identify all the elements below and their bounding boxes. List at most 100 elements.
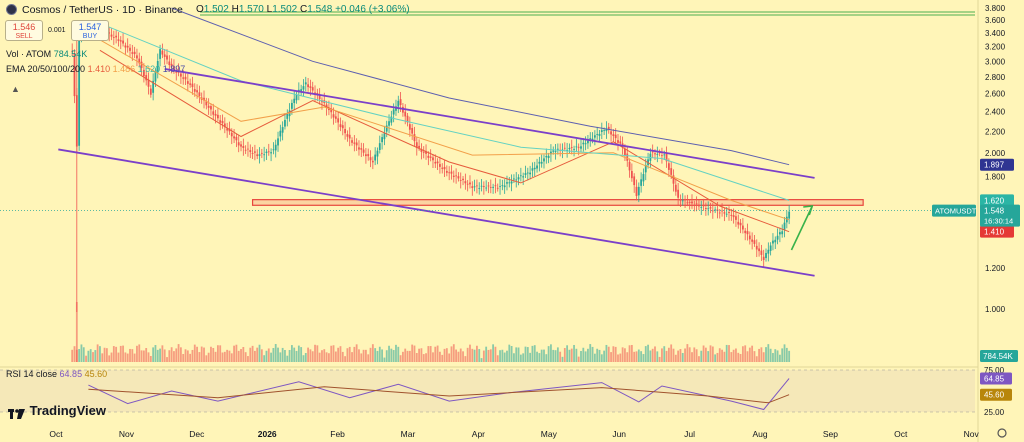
volume-bar [105, 348, 108, 362]
volume-bar [170, 347, 173, 362]
volume-bar [732, 349, 735, 362]
candle-body [182, 77, 185, 79]
candle-body [110, 34, 113, 37]
volume-bar [383, 357, 386, 362]
candle-body [515, 179, 518, 181]
volume-bar [482, 350, 485, 362]
volume-legend[interactable]: Vol · ATOM 784.54K [6, 49, 87, 59]
candle-body [351, 140, 353, 143]
candle-body [570, 147, 573, 148]
volume-bar [166, 357, 168, 362]
candle-body [524, 173, 527, 175]
candle-body [630, 170, 633, 179]
x-tick-label: Sep [823, 429, 838, 439]
volume-bar [429, 346, 432, 362]
channel-upper-line [164, 68, 815, 179]
candle-body [522, 176, 525, 178]
volume-bar [489, 349, 492, 362]
volume-bar [119, 345, 122, 362]
volume-bar [251, 345, 254, 362]
candle-body [554, 151, 557, 153]
volume-bar [700, 350, 703, 362]
candle-body [704, 208, 707, 210]
symbol-title[interactable]: Cosmos / TetherUS · 1D · Binance [22, 4, 183, 16]
x-tick-label: Dec [189, 429, 205, 439]
ema-label: EMA 20/50/100/200 [6, 64, 86, 74]
candle-body [476, 185, 478, 187]
candle-body [748, 235, 751, 240]
volume-bar [115, 346, 118, 362]
candle-body [739, 222, 742, 226]
candle-body [265, 151, 268, 153]
volume-bar [89, 349, 92, 362]
volume-bar [230, 353, 233, 362]
candle-body [367, 154, 370, 157]
candle-body [147, 79, 150, 87]
candle-body [383, 133, 386, 140]
volume-bar [637, 349, 640, 362]
ohlc-open-label: O [196, 4, 204, 15]
ema20-value: 1.410 [87, 64, 111, 74]
candle-body [189, 83, 192, 85]
symbol-tag: ATOMUSDT [935, 207, 977, 216]
volume-bar [145, 348, 148, 362]
rsi-legend[interactable]: RSI 14 close 64.85 45.60 [6, 369, 107, 379]
candle-body [334, 116, 337, 119]
volume-tag: 784.54K [983, 352, 1013, 361]
volume-bar [476, 345, 478, 362]
candle-body [140, 61, 143, 68]
tradingview-branding[interactable]: TradingView [8, 403, 106, 419]
candle-body [133, 51, 136, 55]
volume-bar [735, 348, 737, 362]
candle-body [732, 215, 735, 218]
candle-body [769, 245, 772, 251]
candle-body [526, 172, 529, 174]
candle-body [145, 75, 148, 81]
volume-bar [408, 350, 411, 362]
volume-bar [406, 350, 409, 362]
y-tick-label: 3.200 [985, 43, 1006, 52]
candle-body [300, 89, 303, 92]
collapse-legend-icon[interactable]: ▲ [11, 84, 20, 94]
candle-body [459, 179, 462, 181]
volume-bar [311, 351, 314, 362]
volume-bar [161, 345, 164, 362]
volume-bar [728, 345, 730, 362]
candle-body [489, 187, 492, 188]
candle-body [149, 88, 152, 95]
volume-bar [667, 347, 670, 362]
volume-bar [108, 355, 111, 362]
volume-bar [612, 346, 615, 362]
candle-body [765, 252, 767, 259]
candle-body [573, 148, 575, 150]
spread-value: 0.001 [48, 27, 66, 34]
candle-body [427, 155, 430, 158]
volume-bar [318, 352, 321, 362]
ema100-tag-bg [980, 194, 1014, 207]
ema-legend[interactable]: EMA 20/50/100/200 1.410 1.486 1.620 1.89… [6, 64, 185, 74]
candle-body [263, 154, 266, 156]
buy-button[interactable]: 1.547 BUY [71, 20, 109, 41]
candle-body [686, 202, 689, 204]
volume-bar [711, 346, 714, 362]
candle-body [619, 141, 622, 144]
candle-body [529, 172, 532, 175]
sell-price: 1.546 [12, 22, 36, 32]
volume-bar [71, 349, 74, 362]
candle-body [307, 84, 309, 88]
sell-button[interactable]: 1.546 SELL [5, 20, 43, 41]
x-tick-label: Oct [894, 429, 908, 439]
volume-bar [714, 354, 717, 362]
candle-body [598, 133, 601, 136]
volume-bar [681, 352, 684, 362]
candle-body [508, 182, 511, 184]
volume-bar [138, 344, 141, 362]
candle-body [260, 152, 263, 154]
candle-body [115, 35, 118, 38]
y-tick-label: 1.000 [985, 305, 1006, 314]
y-tick-label: 3.600 [985, 16, 1006, 25]
candle-body [496, 187, 499, 189]
rsi-scale-label: 75.00 [984, 366, 1005, 375]
candle-body [184, 76, 187, 80]
